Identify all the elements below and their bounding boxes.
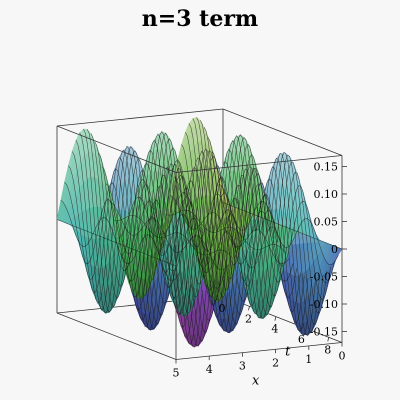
t-axis: 0 2 4 6 8 t (219, 295, 331, 359)
x-tick-label: 2 (272, 356, 279, 369)
z-tick-label: 0 (331, 243, 338, 256)
mesh-line (71, 151, 192, 328)
mesh-line (211, 150, 331, 300)
t-tick-label: 8 (324, 343, 331, 356)
box-edge (222, 108, 343, 156)
mesh-line (90, 133, 211, 342)
mesh-line (117, 196, 237, 274)
mesh-line (196, 117, 316, 337)
z-tick-label: 0.15 (314, 161, 339, 174)
t-tick (327, 337, 330, 342)
mesh-line (139, 131, 260, 334)
z-axis: 0.15 0.10 0.05 0 -0.05 -0.10 -0.15 (310, 161, 347, 339)
mesh-line (79, 132, 199, 345)
mesh-line (135, 133, 256, 332)
chart-title: n=3 term (141, 6, 259, 32)
box-edge (175, 342, 343, 360)
z-tick-label: -0.15 (310, 326, 338, 339)
mesh-line (151, 147, 271, 315)
t-tick (248, 306, 250, 311)
t-axis-label: t (285, 344, 291, 359)
mesh-line (64, 182, 184, 299)
t-tick-label: 0 (219, 302, 226, 315)
mesh-line (162, 192, 282, 269)
x-tick-label: 4 (206, 363, 213, 376)
mesh-line (132, 139, 252, 327)
t-tick-label: 6 (298, 333, 305, 346)
z-tick-label: 0.05 (314, 216, 339, 229)
t-tick-label: 2 (245, 312, 252, 325)
x-tick-label: 3 (239, 360, 246, 373)
mesh-line (105, 183, 226, 289)
x-tick-label: 1 (305, 353, 312, 366)
mesh-line (68, 165, 188, 315)
mesh-line (86, 129, 207, 347)
box-edge (56, 125, 177, 173)
t-tick (221, 295, 224, 301)
mesh-line (181, 144, 301, 313)
mesh-line (102, 167, 222, 306)
box-edge (56, 312, 177, 360)
z-tick-label: 0.10 (314, 188, 339, 201)
surface-mesh (56, 117, 343, 348)
mesh-line (185, 132, 305, 324)
mesh-line (147, 138, 267, 325)
mesh-line (200, 120, 320, 333)
x-axis-label: x (252, 373, 260, 388)
mesh-line (177, 159, 297, 299)
z-tick-label: -0.10 (310, 298, 338, 311)
mesh-line (56, 219, 177, 267)
mesh-line (124, 163, 245, 305)
x-axis: 0 1 2 3 4 5 x (173, 342, 346, 388)
mesh-line (94, 141, 214, 333)
x-tick-label: 5 (173, 367, 180, 380)
mesh-line (128, 149, 248, 317)
mesh-line (109, 201, 230, 271)
t-tick (300, 326, 303, 332)
box-edge (56, 108, 224, 127)
t-tick-label: 4 (271, 323, 278, 336)
mesh-line (143, 132, 264, 331)
x-tick-label: 0 (339, 350, 346, 363)
box-edge (175, 155, 343, 173)
t-tick (274, 316, 277, 321)
mesh-line (75, 140, 196, 338)
z-tick-label: -0.05 (310, 271, 338, 284)
mesh-line (60, 200, 181, 282)
